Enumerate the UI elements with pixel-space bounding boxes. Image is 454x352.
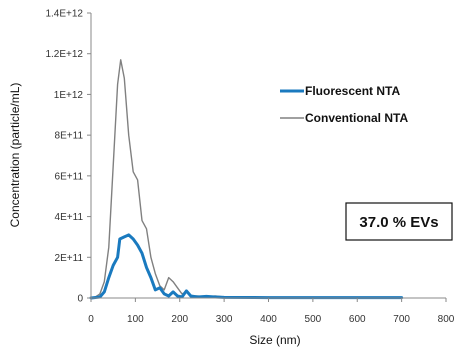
y-tick-label: 0 xyxy=(77,294,83,305)
y-tick-label: 8E+11 xyxy=(55,131,84,142)
y-tick-label: 1.2E+12 xyxy=(45,49,83,60)
y-tick-label: 1.4E+12 xyxy=(45,9,83,20)
x-tick-label: 0 xyxy=(88,314,94,325)
series-line-fluorescent-nta xyxy=(89,233,404,300)
x-tick-label: 200 xyxy=(171,314,188,325)
x-axis-title: Size (nm) xyxy=(249,333,300,347)
y-axis-title: Concentration (particle/mL) xyxy=(8,83,22,228)
ev-percentage-label: 37.0 % EVs xyxy=(359,214,438,231)
x-tick-label: 400 xyxy=(260,314,277,325)
y-tick-label: 1E+12 xyxy=(54,90,84,101)
x-tick-label: 300 xyxy=(216,314,233,325)
x-tick-label: 800 xyxy=(438,314,454,325)
y-tick-label: 2E+11 xyxy=(55,253,84,264)
ev-percentage-box xyxy=(345,202,453,241)
x-tick-label: 700 xyxy=(393,314,410,325)
legend-label-fluorescent-nta: Fluorescent NTA xyxy=(305,84,400,98)
x-tick-label: 500 xyxy=(305,314,322,325)
y-tick-label: 6E+11 xyxy=(55,171,84,182)
x-tick-label: 100 xyxy=(127,314,144,325)
x-tick-label: 600 xyxy=(349,314,366,325)
legend-label-conventional-nta: Conventional NTA xyxy=(305,111,408,125)
y-tick-label: 4E+11 xyxy=(55,212,84,223)
